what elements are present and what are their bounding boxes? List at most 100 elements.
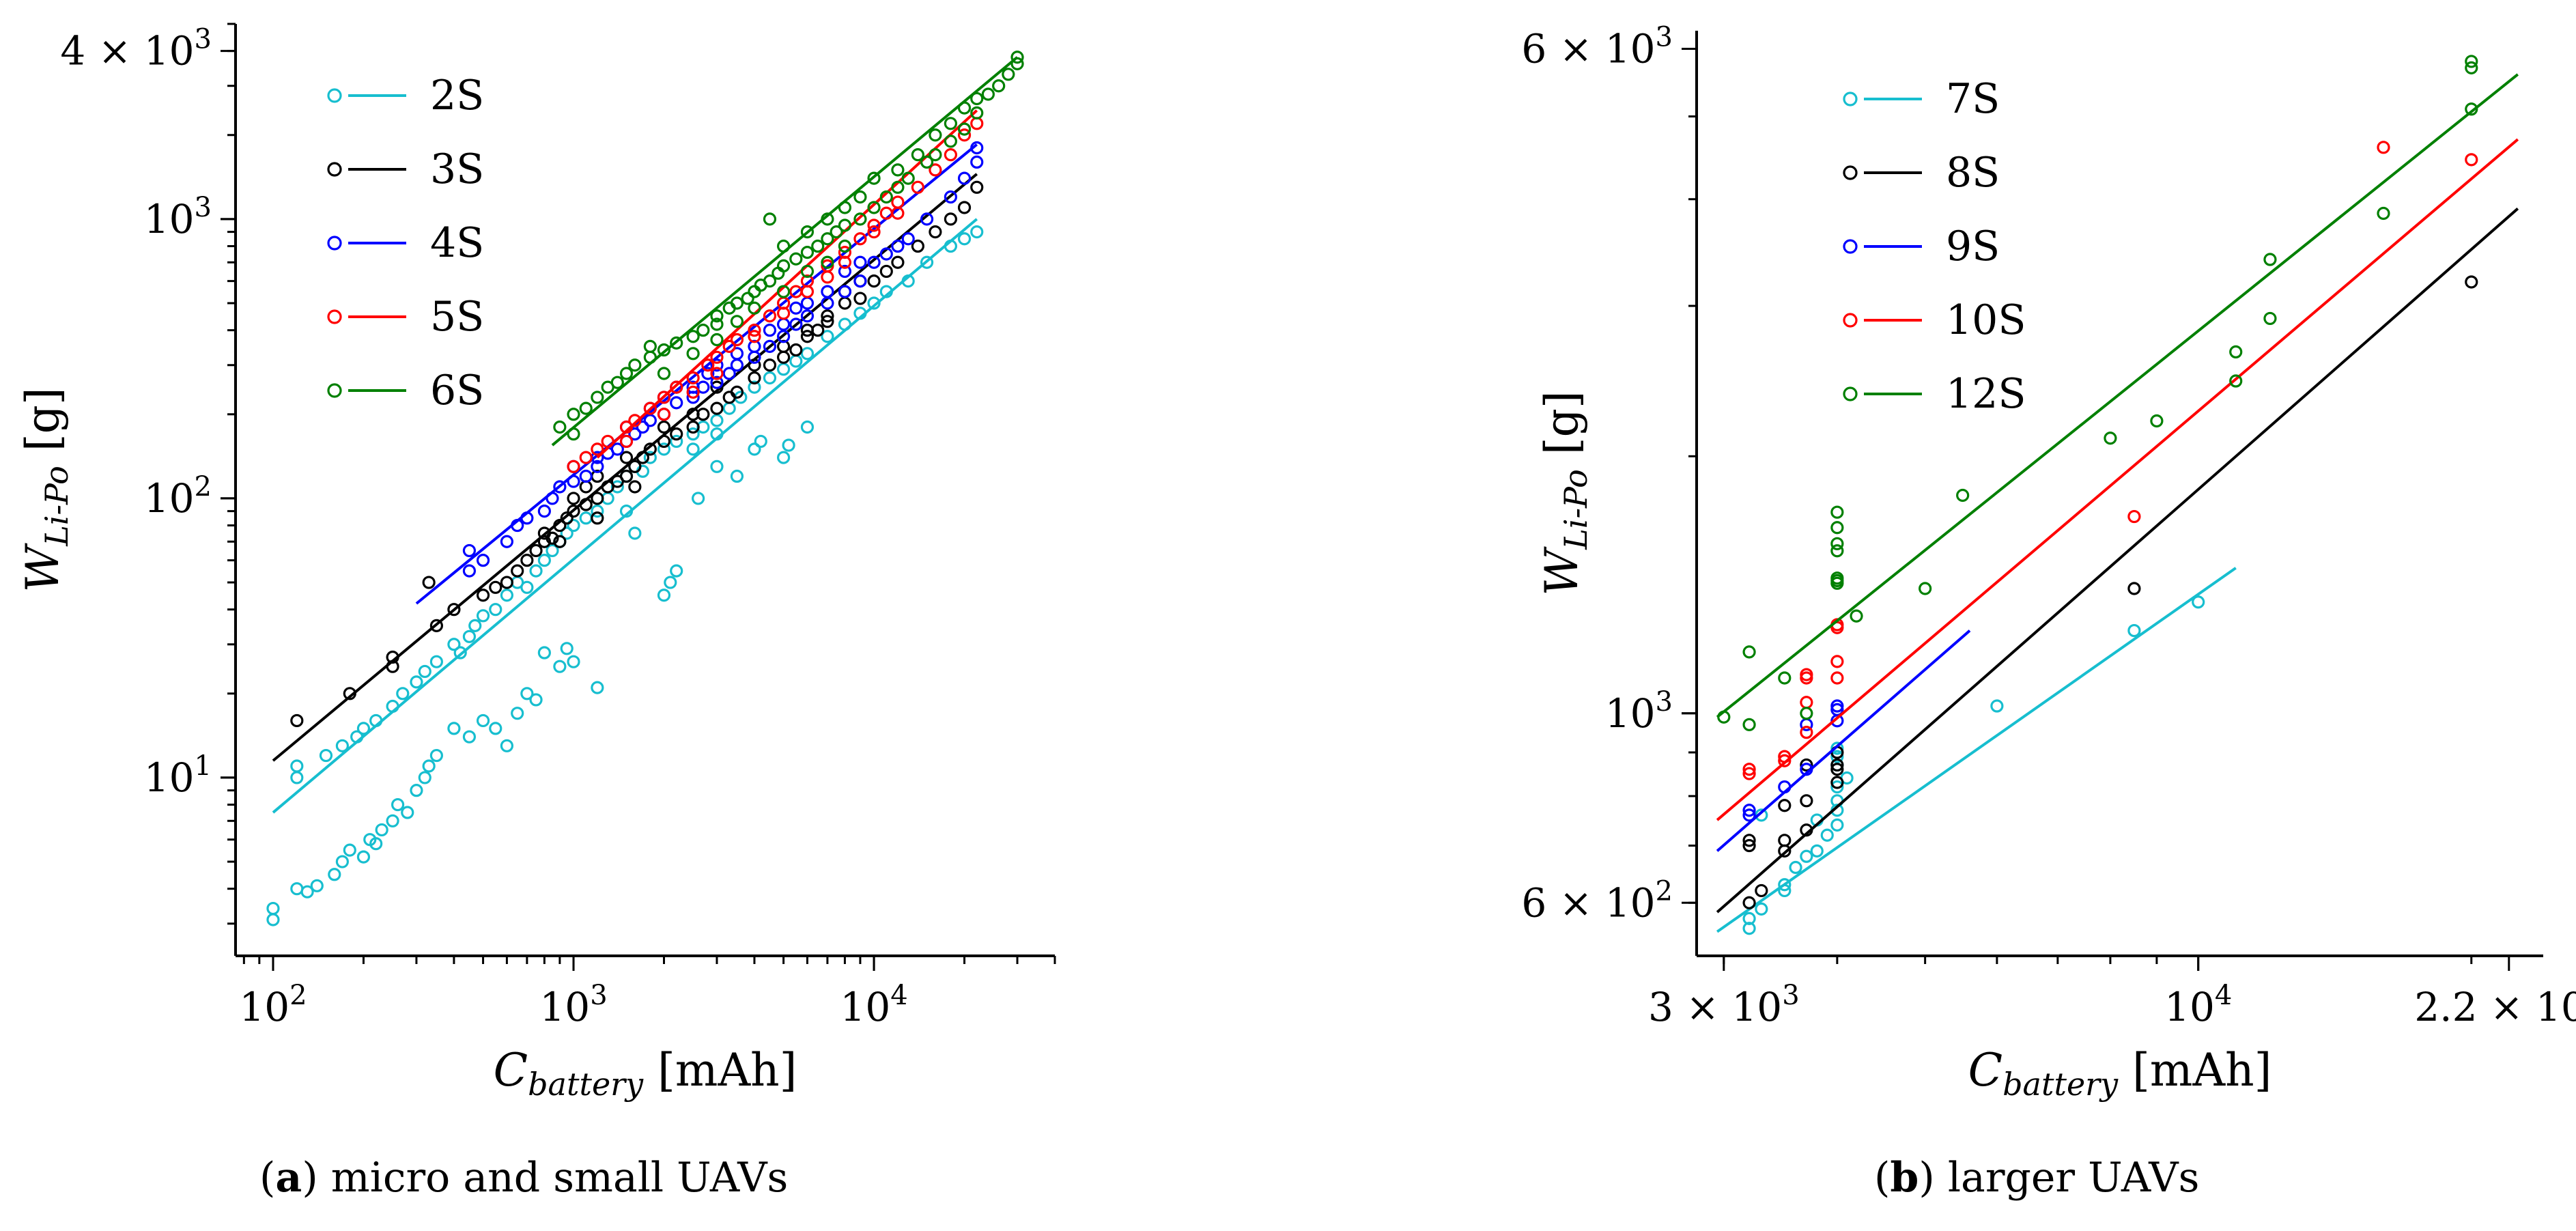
data-point-a-2S: [710, 427, 724, 441]
x-tick-label-a-2: 104: [840, 980, 907, 1030]
data-point-a-6S: [981, 87, 995, 101]
data-point-a-5S: [838, 255, 852, 269]
data-point-a-5S: [701, 358, 715, 372]
data-point-b-12S: [1717, 710, 1731, 724]
legend-marker-a-6S: [327, 383, 342, 398]
data-point-a-3S: [386, 650, 399, 664]
data-point-a-2S: [290, 759, 304, 773]
data-point-a-6S: [970, 106, 984, 119]
data-point-a-4S: [838, 285, 852, 298]
data-point-a-2S: [920, 255, 934, 269]
data-point-a-6S: [867, 171, 881, 185]
data-point-b-12S: [1830, 537, 1844, 550]
data-point-a-4S: [957, 171, 972, 185]
data-point-a-2S: [748, 380, 761, 394]
y-tick-label-a-0: 101: [144, 750, 212, 801]
data-point-a-4S: [462, 564, 477, 578]
legend-label-b-9S: 9S: [1946, 223, 2000, 270]
data-point-a-2S: [710, 414, 724, 427]
data-point-a-2S: [476, 609, 490, 623]
data-point-b-10S: [1800, 726, 1813, 739]
data-point-a-2S: [410, 784, 423, 797]
data-point-a-3S: [821, 315, 834, 328]
data-point-a-2S: [468, 619, 482, 632]
data-point-a-2S: [290, 771, 304, 784]
data-point-a-3S: [970, 180, 984, 194]
series-a-4S: [415, 141, 984, 605]
legend-marker-a-4S: [327, 236, 342, 251]
data-point-a-4S: [546, 492, 559, 505]
data-point-a-6S: [591, 391, 604, 404]
data-point-a-5S: [643, 401, 657, 415]
data-point-a-2S: [686, 427, 700, 441]
data-point-a-5S: [891, 195, 905, 209]
data-point-b-12S: [1830, 571, 1844, 585]
data-point-a-4S: [476, 554, 490, 567]
data-point-a-2S: [664, 576, 677, 589]
data-point-a-4S: [901, 232, 915, 246]
data-point-a-4S: [867, 255, 881, 269]
data-point-a-4S: [970, 141, 984, 155]
data-point-a-3S: [763, 358, 777, 372]
data-point-a-2S: [489, 722, 503, 735]
data-point-a-6S: [643, 339, 657, 353]
data-point-a-2S: [369, 837, 383, 851]
data-point-b-12S: [2377, 206, 2390, 221]
data-point-a-3S: [601, 480, 614, 494]
data-point-a-2S: [619, 505, 634, 518]
x-tick-label-b-0: 3 × 103: [1648, 980, 1800, 1030]
data-point-b-12S: [2465, 102, 2478, 116]
data-point-a-6S: [1002, 68, 1015, 81]
data-point-a-3S: [529, 543, 543, 558]
data-point-a-4S: [462, 543, 477, 558]
data-point-a-3S: [789, 343, 803, 357]
data-point-a-3S: [511, 564, 524, 578]
y-tick-label-b-1: 103: [1605, 686, 1673, 737]
data-point-a-3S: [429, 619, 443, 632]
data-point-a-3S: [520, 554, 534, 567]
data-point-a-6S: [686, 330, 700, 343]
data-point-a-2S: [901, 274, 915, 288]
data-point-a-2S: [944, 239, 957, 253]
data-point-a-6S: [710, 317, 724, 331]
data-point-a-2S: [537, 554, 551, 567]
data-point-a-6S: [901, 171, 915, 185]
data-point-a-4S: [920, 212, 934, 226]
data-point-b-12S: [1800, 707, 1813, 720]
data-point-b-8S: [2127, 582, 2141, 595]
data-point-b-8S: [1742, 896, 1756, 909]
legend-label-a-3S: 3S: [430, 145, 484, 193]
data-point-a-5S: [748, 330, 761, 343]
data-point-a-3S: [748, 371, 761, 385]
data-point-a-3S: [386, 660, 399, 673]
data-point-b-12S: [2150, 414, 2164, 428]
data-point-b-10S: [1742, 763, 1756, 776]
data-point-a-3S: [838, 296, 852, 310]
data-point-b-8S: [1830, 763, 1844, 776]
data-point-a-2S: [489, 603, 503, 617]
data-point-a-2S: [591, 681, 604, 694]
series-b-10S: [1716, 138, 2519, 821]
data-point-b-12S: [1956, 488, 1970, 503]
data-point-b-8S: [2465, 275, 2478, 289]
legend-label-b-12S: 12S: [1946, 370, 2026, 418]
data-point-a-6S: [553, 420, 567, 434]
series-a-6S: [551, 51, 1024, 447]
data-point-a-3S: [422, 576, 436, 589]
data-point-b-12S: [1830, 505, 1844, 519]
data-point-a-6S: [891, 163, 905, 177]
data-point-a-2S: [418, 771, 431, 784]
data-point-a-3S: [686, 420, 700, 434]
data-point-a-2S: [500, 589, 513, 602]
data-point-a-2S: [782, 438, 795, 452]
data-point-a-6S: [853, 190, 867, 204]
data-point-a-6S: [730, 296, 744, 310]
caption-b-label: b: [1890, 1154, 1919, 1202]
data-point-a-4S: [789, 301, 803, 315]
data-point-a-3S: [343, 687, 356, 701]
data-point-a-2S: [800, 420, 815, 434]
legend-marker-b-10S: [1843, 313, 1858, 328]
y-tick-label-a-3: 4 × 103: [60, 24, 212, 74]
data-point-a-2S: [520, 580, 534, 594]
data-point-a-6S: [838, 218, 852, 232]
